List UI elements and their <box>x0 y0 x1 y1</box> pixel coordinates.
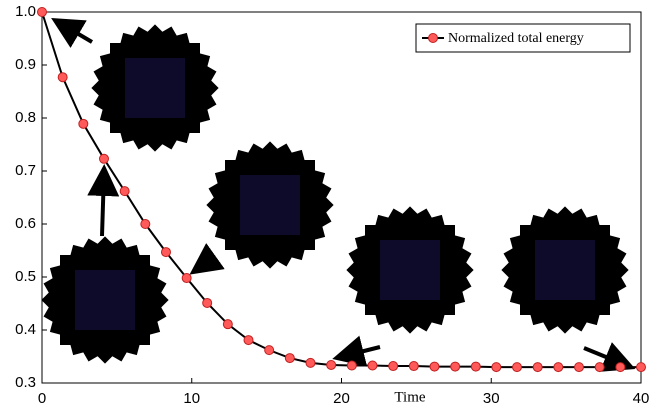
x-tick-label: 30 <box>483 390 500 407</box>
data-point <box>305 357 316 368</box>
data-point <box>346 360 357 371</box>
data-point <box>181 273 192 284</box>
data-point <box>450 361 461 372</box>
x-axis-label: Time <box>394 389 425 405</box>
data-point <box>202 297 213 308</box>
data-point <box>222 319 233 330</box>
data-point <box>367 360 378 371</box>
decor-image <box>41 24 629 364</box>
data-point <box>429 361 440 372</box>
data-point <box>491 362 502 373</box>
data-point <box>470 361 481 372</box>
data-point <box>553 362 564 373</box>
data-point <box>264 345 275 356</box>
data-point <box>574 362 585 373</box>
x-tick-label: 10 <box>183 390 200 407</box>
y-tick-label: 0.3 <box>15 374 36 391</box>
x-tick-label: 40 <box>633 390 649 407</box>
y-tick-label: 0.5 <box>15 268 36 285</box>
y-tick-label: 1.0 <box>15 3 36 20</box>
y-tick-label: 0.8 <box>15 109 36 126</box>
data-point <box>37 7 47 17</box>
x-tick-label: 0 <box>38 390 46 407</box>
data-point <box>594 362 605 373</box>
y-tick-label: 0.7 <box>15 162 36 179</box>
data-point <box>512 362 523 373</box>
data-point <box>57 72 68 83</box>
legend: Normalized total energy <box>415 23 631 53</box>
legend-label: Normalized total energy <box>448 31 584 46</box>
data-point <box>408 361 419 372</box>
data-point <box>388 361 399 372</box>
data-point <box>140 219 151 229</box>
x-tick-label: 20 <box>333 390 350 407</box>
data-point <box>615 362 626 373</box>
data-point <box>326 359 337 370</box>
data-point <box>636 362 646 373</box>
y-tick-label: 0.6 <box>15 215 36 232</box>
legend-marker <box>428 33 438 43</box>
data-point <box>243 335 254 346</box>
data-point <box>78 118 89 129</box>
data-point <box>160 247 171 258</box>
y-tick-label: 0.9 <box>15 56 36 73</box>
data-point <box>119 186 130 197</box>
arrows <box>51 17 636 372</box>
data-point <box>284 353 295 364</box>
y-tick-label: 0.4 <box>15 321 36 338</box>
data-point <box>98 153 109 164</box>
data-point <box>532 362 543 373</box>
